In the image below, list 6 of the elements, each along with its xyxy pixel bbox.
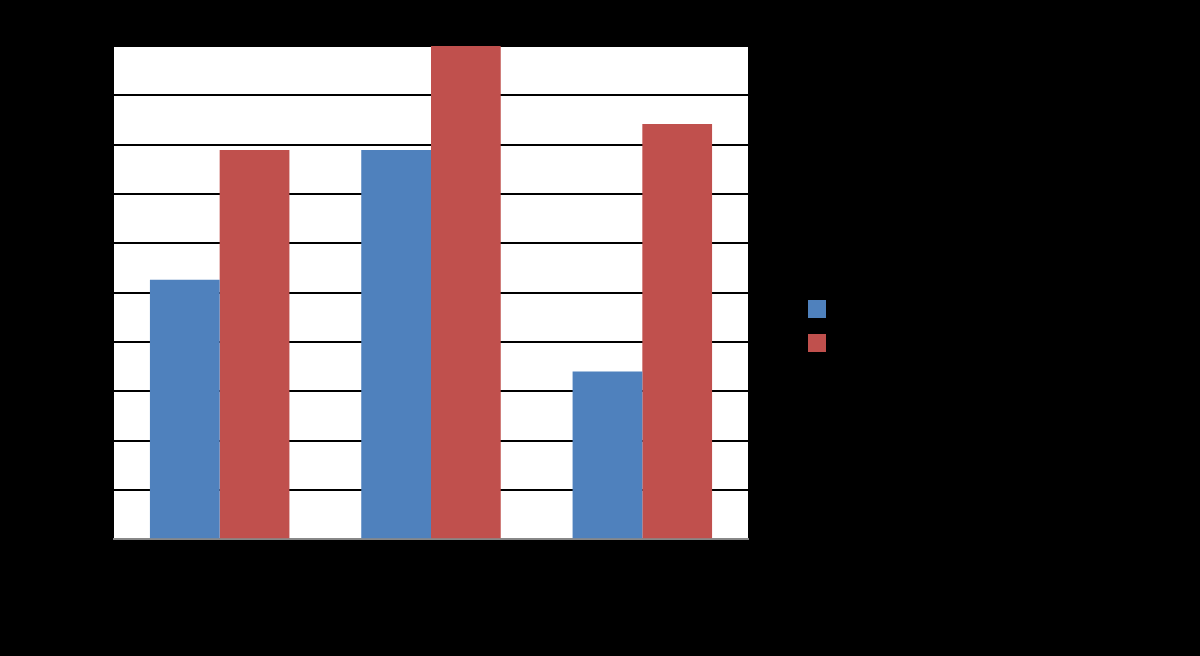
bar — [572, 371, 643, 539]
bar — [219, 150, 290, 539]
bar — [431, 46, 501, 539]
bar — [149, 279, 220, 539]
bar — [642, 123, 713, 539]
bar — [361, 150, 431, 539]
